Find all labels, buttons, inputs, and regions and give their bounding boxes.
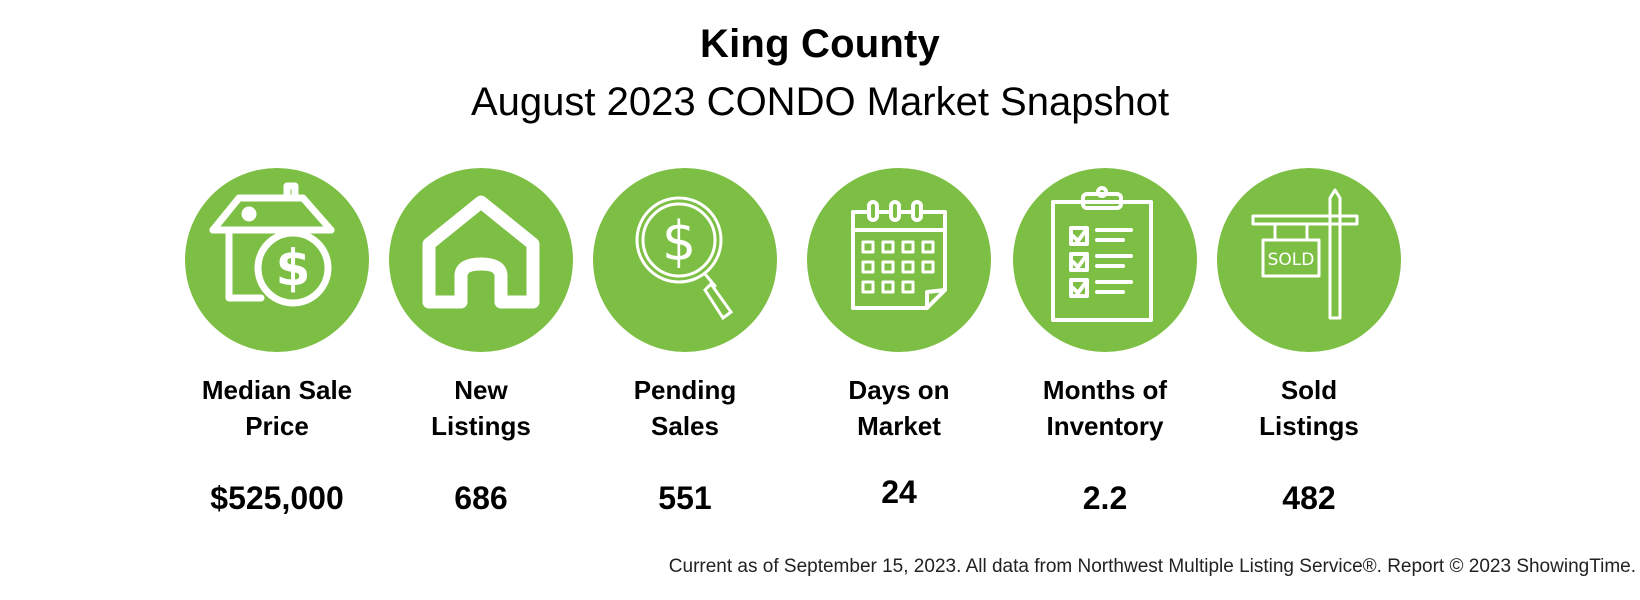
- stat-value: 686: [454, 480, 508, 516]
- stat-new-listings: New Listings 686: [361, 168, 601, 517]
- stat-label: Sold: [1280, 375, 1338, 405]
- sold-sign-text: SOLD: [1268, 250, 1315, 270]
- stat-label: Pending: [633, 375, 737, 405]
- stat-label: Months of: [1042, 375, 1168, 405]
- stat-median-sale-price: $ Median Sale Price $525,000: [157, 168, 397, 517]
- sold-sign-icon: SOLD: [1217, 168, 1401, 352]
- house-icon: [389, 168, 573, 352]
- stat-value: 551: [658, 480, 712, 516]
- svg-text:$: $: [276, 239, 311, 297]
- stat-label: Price: [245, 411, 309, 441]
- stat-label: Market: [857, 411, 941, 441]
- stat-label: Inventory: [1046, 411, 1164, 441]
- footer-note: Current as of September 15, 2023. All da…: [668, 556, 1636, 577]
- page-title: King County: [700, 22, 940, 66]
- stat-months-of-inventory: Months of Inventory 2.2: [985, 168, 1225, 517]
- calendar-icon: [807, 168, 991, 352]
- stat-label: Days on: [848, 375, 950, 405]
- stat-days-on-market: Days on Market 24: [779, 168, 1019, 511]
- stat-value: 482: [1282, 480, 1336, 516]
- clipboard-checklist-icon: [1013, 168, 1197, 352]
- magnifier-dollar-icon: $: [593, 168, 777, 352]
- page-subtitle: August 2023 CONDO Market Snapshot: [470, 80, 1170, 124]
- stat-label: Listings: [1259, 411, 1359, 441]
- stat-label: Median Sale: [201, 375, 353, 405]
- stat-value: 2.2: [1082, 480, 1128, 516]
- stat-label: Sales: [651, 411, 719, 441]
- stat-sold-listings: SOLD Sold Listings 482: [1189, 168, 1429, 517]
- stat-pending-sales: $ Pending Sales 551: [565, 168, 805, 517]
- svg-text:$: $: [662, 210, 696, 273]
- stat-value: $525,000: [210, 480, 344, 516]
- stat-label: Listings: [431, 411, 531, 441]
- house-dollar-icon: $: [185, 168, 369, 352]
- stat-label: New: [454, 375, 508, 405]
- stat-value: 24: [881, 474, 917, 510]
